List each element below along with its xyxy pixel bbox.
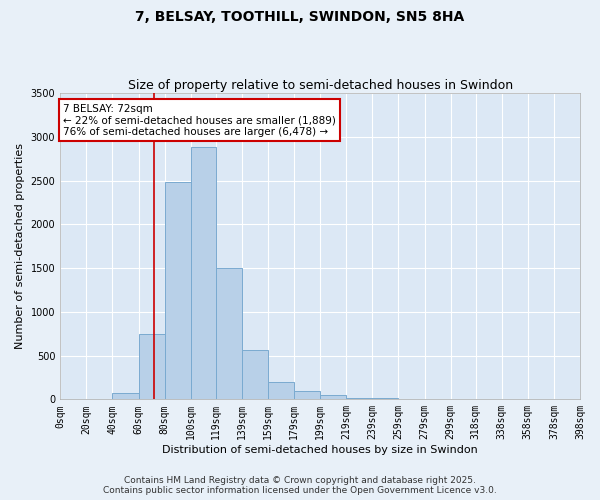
Bar <box>112 393 139 400</box>
X-axis label: Distribution of semi-detached houses by size in Swindon: Distribution of semi-detached houses by … <box>162 445 478 455</box>
Title: Size of property relative to semi-detached houses in Swindon: Size of property relative to semi-detach… <box>128 79 512 92</box>
Bar <box>242 350 268 400</box>
Y-axis label: Number of semi-detached properties: Number of semi-detached properties <box>15 143 25 349</box>
Bar <box>268 382 294 400</box>
Bar <box>215 268 242 400</box>
Bar <box>164 182 191 400</box>
Bar <box>320 395 346 400</box>
Bar <box>346 398 373 400</box>
Text: 7, BELSAY, TOOTHILL, SWINDON, SN5 8HA: 7, BELSAY, TOOTHILL, SWINDON, SN5 8HA <box>136 10 464 24</box>
Text: Contains HM Land Registry data © Crown copyright and database right 2025.
Contai: Contains HM Land Registry data © Crown c… <box>103 476 497 495</box>
Bar <box>373 398 398 400</box>
Bar <box>294 390 320 400</box>
Text: 7 BELSAY: 72sqm
← 22% of semi-detached houses are smaller (1,889)
76% of semi-de: 7 BELSAY: 72sqm ← 22% of semi-detached h… <box>63 104 335 137</box>
Bar <box>139 334 164 400</box>
Bar <box>191 148 215 400</box>
